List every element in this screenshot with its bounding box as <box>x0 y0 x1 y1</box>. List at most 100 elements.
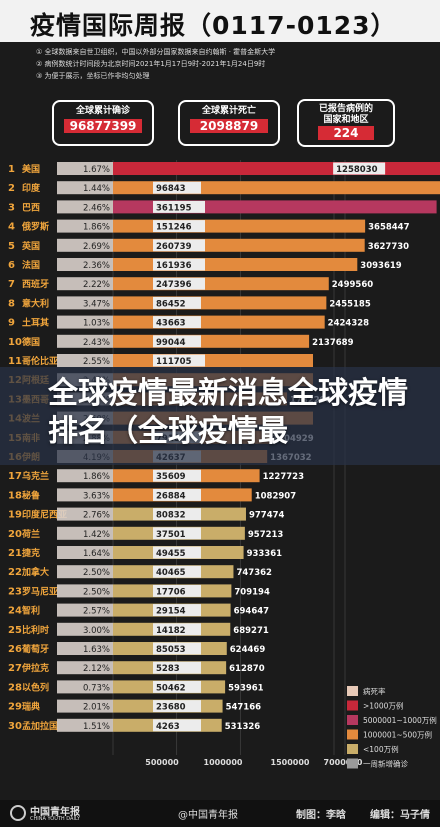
fatality-rate-label: 2.50% <box>83 587 110 597</box>
cumulative-bar <box>113 296 327 310</box>
cumulative-label: 2455185 <box>329 299 370 309</box>
summary-countries-label: 已报告病例的 国家和地区 <box>318 104 373 125</box>
country-label: 伊拉克 <box>21 662 49 674</box>
legend-label: 1000001~500万例 <box>363 730 432 740</box>
x-tick-label: 1500000 <box>271 758 310 767</box>
cumulative-label: 612870 <box>229 664 265 674</box>
weekly-new-label: 29154 <box>156 607 186 617</box>
cumulative-label: 709194 <box>234 587 270 597</box>
legend-label: 一周新增确诊 <box>363 759 408 769</box>
fatality-bar <box>57 296 113 310</box>
country-label: 瑞典 <box>22 701 40 713</box>
cumulative-label: 3627730 <box>368 242 409 252</box>
footer: 中国青年报 CHINA YOUTH DAILY @中国青年报 制图：李晗 编辑：… <box>0 800 440 827</box>
legend-swatch <box>347 686 358 696</box>
fatality-rate-label: 2.12% <box>83 664 110 674</box>
weekly-new-label: 17706 <box>156 587 186 597</box>
country-label: 以色列 <box>22 681 49 693</box>
country-label: 荷兰 <box>21 528 40 540</box>
fatality-rate-label: 0.73% <box>83 683 110 693</box>
weekly-new-label: 99044 <box>156 338 186 348</box>
weekly-new-box <box>153 527 201 540</box>
fatality-bar <box>57 526 113 540</box>
rank-label: 3 <box>8 202 15 213</box>
note-2: ② 病例数统计时间段为北京时间2021年1月17日9时-2021年1月24日9时 <box>36 60 266 68</box>
weekly-new-label: 86452 <box>156 299 186 309</box>
page-title: 疫情国际周报（0117-0123） <box>30 11 397 40</box>
weekly-new-box <box>153 604 201 617</box>
fatality-bar <box>57 546 113 559</box>
legend-swatch <box>347 758 358 769</box>
fatality-rate-label: 1.51% <box>83 722 110 732</box>
weekly-new-box <box>153 719 201 732</box>
fatality-rate-label: 2.57% <box>83 607 110 617</box>
country-label: 印度尼西亚 <box>22 509 67 521</box>
weekly-new-box <box>153 200 205 213</box>
cumulative-label: 3093619 <box>360 261 401 271</box>
country-label: 意大利 <box>22 297 49 309</box>
rank-label: 8 <box>8 298 15 309</box>
cumulative-label: 933361 <box>247 549 283 559</box>
x-tick-label: 1000000 <box>204 758 243 767</box>
fatality-rate-label: 2.55% <box>83 357 110 367</box>
rank-label: 19 <box>8 510 22 521</box>
fatality-bar <box>57 565 113 579</box>
weekly-new-label: 1258030 <box>336 165 377 175</box>
weekly-new-label: 14182 <box>156 626 186 636</box>
weekly-new-label: 80832 <box>156 511 186 521</box>
note-3: ③ 为便于展示，坐标已作非均匀处理 <box>36 72 150 80</box>
rank-label: 17 <box>8 471 22 482</box>
country-label: 捷克 <box>22 547 40 559</box>
cumulative-bar <box>113 162 440 175</box>
country-label: 哥伦比亚 <box>22 355 58 367</box>
weekly-new-box <box>153 239 205 252</box>
country-label: 比利时 <box>22 624 49 636</box>
legend-label: <100万例 <box>363 744 399 754</box>
rank-label: 26 <box>8 644 22 655</box>
fatality-bar <box>57 238 113 252</box>
legend-swatch <box>347 715 358 725</box>
cumulative-bar <box>113 277 329 291</box>
country-label: 俄罗斯 <box>21 221 49 233</box>
summary-deaths-value: 2098879 <box>189 119 269 133</box>
fatality-bar <box>57 181 113 195</box>
newspaper-logo-icon <box>10 805 26 821</box>
legend-label: 5000001~1000万例 <box>363 715 437 725</box>
x-tick-label: 7000000 <box>324 758 363 767</box>
cumulative-bar <box>113 354 313 367</box>
fatality-rate-label: 2.69% <box>83 242 110 252</box>
legend-label: 病死率 <box>363 686 386 696</box>
fatality-rate-label: 2.36% <box>83 261 110 271</box>
fatality-rate-label: 2.22% <box>83 280 110 290</box>
cumulative-label: 957213 <box>248 530 284 540</box>
fatality-bar <box>57 680 113 694</box>
cumulative-bar <box>113 258 358 271</box>
fatality-bar <box>57 488 113 502</box>
weekly-new-box <box>153 623 201 636</box>
cumulative-label: 2137689 <box>312 338 353 348</box>
cumulative-label: 2499560 <box>332 280 373 290</box>
weekly-new-box <box>153 565 201 578</box>
weekly-new-box <box>153 680 201 693</box>
cumulative-label: 694647 <box>234 607 270 617</box>
rank-label: 7 <box>8 279 15 290</box>
weekly-new-label: 43663 <box>156 319 186 329</box>
country-label: 孟加拉国 <box>22 720 58 732</box>
cumulative-label: 547166 <box>226 703 262 713</box>
fatality-bar <box>57 699 113 713</box>
rank-label: 1 <box>8 164 15 175</box>
fatality-rate-label: 1.03% <box>83 319 110 329</box>
rank-label: 2 <box>8 183 15 194</box>
fatality-rate-label: 1.63% <box>83 645 110 655</box>
fatality-bar <box>57 277 113 291</box>
legend-swatch <box>347 700 358 711</box>
rank-label: 28 <box>8 682 22 693</box>
cumulative-label: 1227723 <box>263 472 304 482</box>
footer-weibo[interactable]: @中国青年报 <box>178 810 238 821</box>
weekly-new-box <box>153 469 201 482</box>
cumulative-label: 2424328 <box>328 319 369 329</box>
rank-label: 20 <box>8 529 22 540</box>
legend-label: >1000万例 <box>363 701 403 711</box>
country-label: 巴西 <box>22 202 40 213</box>
rank-label: 4 <box>8 222 15 233</box>
